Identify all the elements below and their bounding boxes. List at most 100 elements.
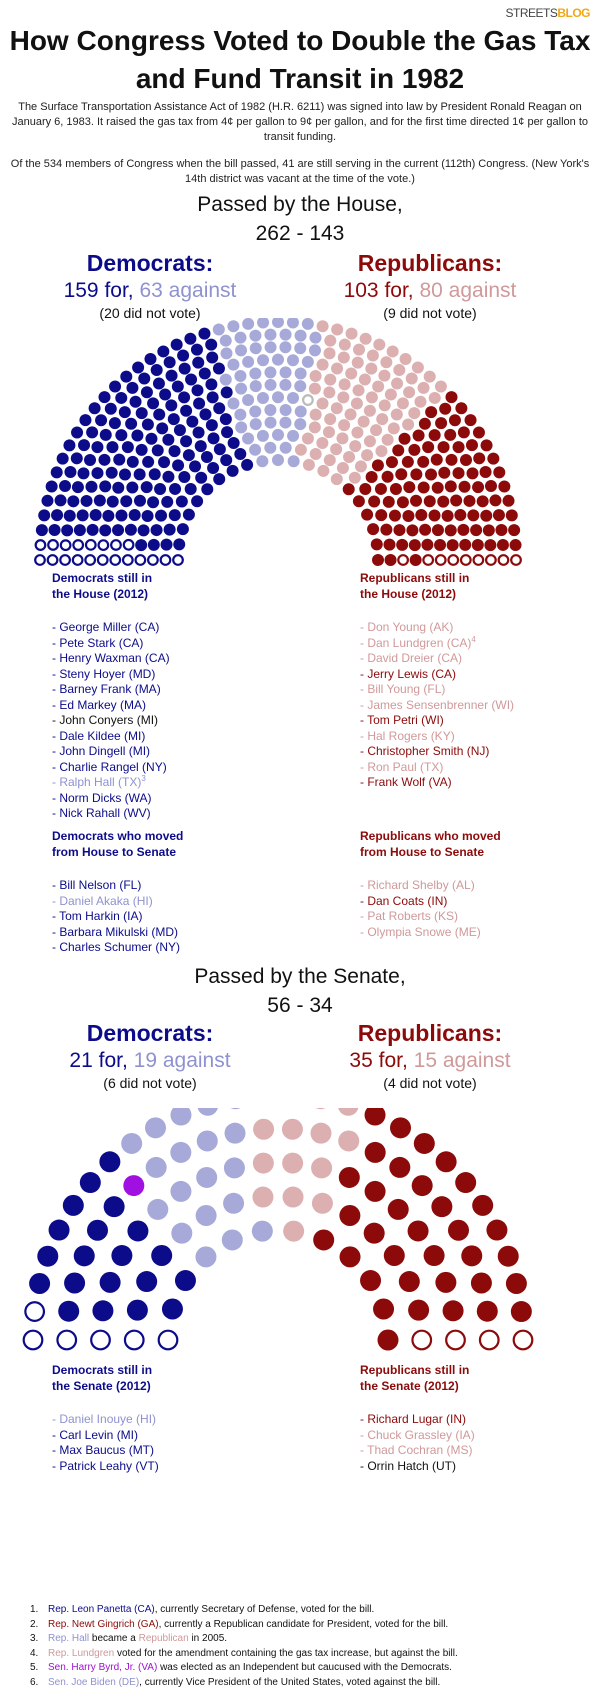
seat-republicans-for xyxy=(502,494,515,507)
seat-democrats-for xyxy=(178,362,191,375)
seat-democrats-for xyxy=(58,1300,80,1322)
list-title: Democrats still in the Senate (2012) xyxy=(52,1363,153,1393)
seat-republicans-against xyxy=(363,435,376,448)
seat-democrats-against xyxy=(242,355,255,368)
seat-democrats-for xyxy=(150,363,163,376)
seat-democrats-against xyxy=(223,1192,245,1214)
seat-republicans-for xyxy=(401,455,414,468)
seat-democrats-against xyxy=(251,1220,273,1242)
seat-republicans-for xyxy=(409,554,422,566)
seat-republicans-against xyxy=(399,353,412,366)
seat-democrats-for xyxy=(84,454,97,467)
seat-democrats-for xyxy=(205,378,218,391)
seat-democrats-for xyxy=(162,433,175,446)
seat-democrats-for xyxy=(35,524,48,537)
seat-democrats-for xyxy=(220,454,233,467)
seat-republicans-against xyxy=(330,443,343,456)
house-hemicycle xyxy=(34,318,522,566)
seat-democrats-for xyxy=(147,397,160,410)
member-item: - Barbara Mikulski (MD) xyxy=(52,924,179,939)
seat-republicans-against xyxy=(301,432,314,445)
seat-republicans-did-not-vote xyxy=(397,554,409,566)
seat-republicans-for xyxy=(437,495,450,508)
intro: The Surface Transportation Assistance Ac… xyxy=(10,100,590,187)
seat-republicans-for xyxy=(419,523,432,536)
seat-democrats-for xyxy=(112,481,125,494)
seat-republicans-for xyxy=(359,482,372,495)
seat-democrats-for xyxy=(199,408,212,421)
seat-democrats-for xyxy=(128,509,141,522)
member-item: - Daniel Inouye (HI) xyxy=(52,1412,157,1426)
seat-democrats-for xyxy=(206,391,219,404)
seat-democrats-for xyxy=(70,452,83,465)
member-item: - Pete Stark (CA) xyxy=(52,635,144,650)
seat-democrats-for xyxy=(192,356,205,369)
seat-democrats-for xyxy=(77,467,90,480)
seat-democrats-against xyxy=(287,455,300,468)
seat-democrats-did-not-vote xyxy=(24,1301,46,1322)
seat-democrats-against xyxy=(294,380,307,393)
member-item: - Daniel Akaka (HI) xyxy=(52,893,153,908)
house-dem-moved: Democrats who moved from House to Senate -… xyxy=(52,828,183,956)
seat-republicans-against xyxy=(376,413,389,426)
seat-republicans-for xyxy=(493,466,506,479)
seat-republicans-against xyxy=(316,397,329,410)
seat-republicans-for xyxy=(455,1172,477,1194)
seat-democrats-for xyxy=(173,424,186,437)
seat-democrats-for xyxy=(151,1245,173,1267)
member-item: - Tom Petri (WI) xyxy=(360,713,444,727)
seat-democrats-did-not-vote xyxy=(159,554,172,566)
seat-republicans-for xyxy=(476,1300,498,1322)
seat-republicans-for xyxy=(377,1329,399,1351)
seat-republicans-against xyxy=(330,402,343,415)
house-dem-still: Democrats still in the House (2012) - Geor… xyxy=(52,570,170,822)
seat-democrats-did-not-vote xyxy=(97,539,110,552)
seat-democrats-against xyxy=(264,404,277,417)
seat-republicans-did-not-vote xyxy=(478,1329,500,1351)
seat-republicans-for xyxy=(473,452,486,465)
seat-republicans-against xyxy=(316,358,329,371)
seat-democrats-did-not-vote xyxy=(59,539,72,552)
seat-democrats-against xyxy=(272,318,284,328)
seat-democrats-for xyxy=(205,419,218,432)
seat-democrats-for xyxy=(67,495,80,508)
seat-democrats-for xyxy=(220,386,233,399)
member-item: - Charlie Rangel (NY) xyxy=(52,759,167,774)
seat-democrats-against xyxy=(121,1132,143,1154)
member-item: - Carl Levin (MI) xyxy=(52,1427,139,1442)
seat-republicans-for xyxy=(410,494,423,507)
seat-democrats-against xyxy=(242,318,255,330)
seat-republicans-for xyxy=(486,1219,508,1241)
seat-democrats-against xyxy=(257,318,270,329)
seat-republicans-against xyxy=(252,1186,274,1208)
seat-democrats-against xyxy=(279,416,292,429)
seat-republicans-for xyxy=(375,509,388,522)
seat-democrats-for xyxy=(221,426,234,439)
seat-republicans-for xyxy=(472,426,485,439)
seat-republicans-for xyxy=(372,554,384,566)
seat-democrats-for xyxy=(141,510,154,523)
seat-democrats-against xyxy=(272,428,284,441)
seat-republicans-against xyxy=(414,395,427,408)
seat-democrats-for xyxy=(71,481,84,494)
seat-republicans-for xyxy=(389,1156,411,1178)
member-item: - Bill Nelson (FL) xyxy=(52,878,142,892)
seat-democrats-against xyxy=(308,344,321,357)
senate-rep-still: Republicans still in the Senate (2012) - R… xyxy=(360,1362,475,1474)
seat-democrats-for xyxy=(150,524,163,537)
seat-democrats-for xyxy=(95,414,108,427)
seat-republicans-for xyxy=(413,1132,435,1154)
seat-republicans-against xyxy=(378,369,391,382)
seat-republicans-against xyxy=(387,422,400,435)
seat-democrats-did-not-vote xyxy=(157,1329,179,1351)
seat-democrats-against xyxy=(249,367,262,380)
seat-democrats-did-not-vote xyxy=(59,554,71,566)
seat-republicans-for xyxy=(444,480,457,493)
seat-democrats-did-not-vote xyxy=(34,539,47,551)
seat-republicans-for xyxy=(505,1272,527,1294)
seat-democrats-for xyxy=(78,439,91,452)
seat-democrats-against xyxy=(242,394,255,407)
seat-democrats-for xyxy=(120,370,133,383)
member-item: - Hal Rogers (KY) xyxy=(360,728,455,743)
seat-republicans-for xyxy=(361,508,374,521)
